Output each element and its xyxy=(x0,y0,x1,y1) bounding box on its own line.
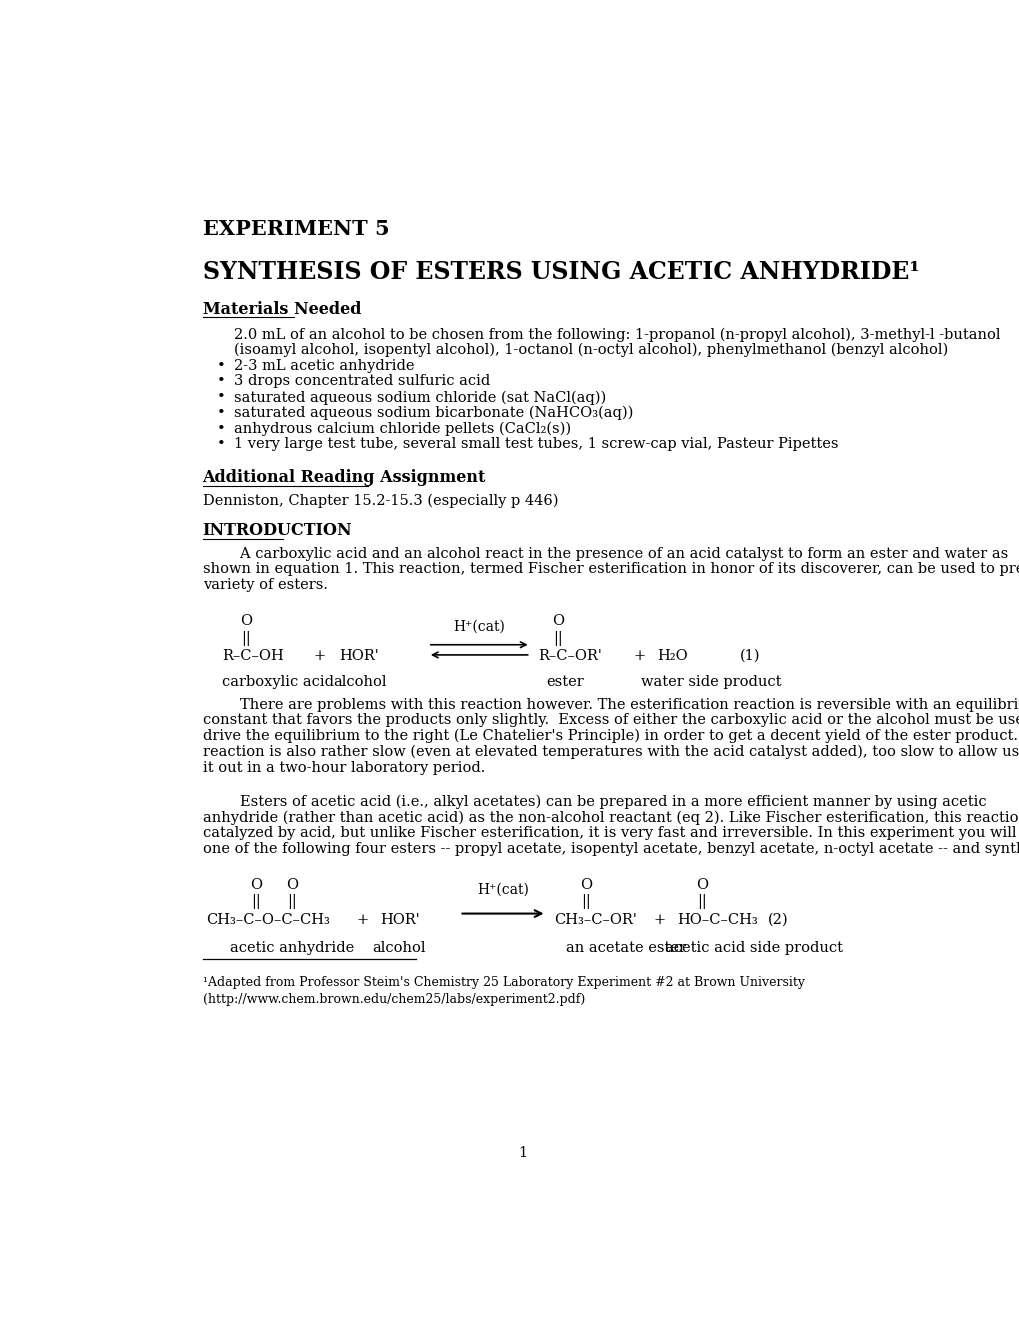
Text: •: • xyxy=(217,405,225,420)
Text: carboxylic acid: carboxylic acid xyxy=(222,676,334,689)
Text: HOR': HOR' xyxy=(380,912,420,927)
Text: anhydride (rather than acetic acid) as the non-alcohol reactant (eq 2). Like Fis: anhydride (rather than acetic acid) as t… xyxy=(203,810,1019,825)
Text: +: + xyxy=(313,649,325,663)
Text: •: • xyxy=(217,375,225,388)
Text: 2-3 mL acetic anhydride: 2-3 mL acetic anhydride xyxy=(234,359,415,372)
Text: saturated aqueous sodium bicarbonate (NaHCO₃(aq)): saturated aqueous sodium bicarbonate (Na… xyxy=(234,405,633,420)
Text: acetic acid side product: acetic acid side product xyxy=(664,941,843,956)
Text: •: • xyxy=(217,437,225,451)
Text: O: O xyxy=(250,878,262,892)
Text: ||: || xyxy=(581,894,590,909)
Text: ||: || xyxy=(286,894,297,909)
Text: O: O xyxy=(239,614,252,628)
Text: 2.0 mL of an alcohol to be chosen from the following: 1-propanol (n-propyl alcoh: 2.0 mL of an alcohol to be chosen from t… xyxy=(234,327,1000,342)
Text: shown in equation 1. This reaction, termed Fischer esterification in honor of it: shown in equation 1. This reaction, term… xyxy=(203,562,1019,577)
Text: CH₃–C–O–C–CH₃: CH₃–C–O–C–CH₃ xyxy=(206,912,330,927)
Text: (1): (1) xyxy=(740,649,760,663)
Text: R–C–OH: R–C–OH xyxy=(222,649,284,663)
Text: There are problems with this reaction however. The esterification reaction is re: There are problems with this reaction ho… xyxy=(203,697,1019,711)
Text: O: O xyxy=(695,878,707,892)
Text: HO–C–CH₃: HO–C–CH₃ xyxy=(677,912,757,927)
Text: water side product: water side product xyxy=(641,676,781,689)
Text: Additional Reading Assignment: Additional Reading Assignment xyxy=(203,470,485,486)
Text: •: • xyxy=(217,359,225,372)
Text: (2): (2) xyxy=(767,912,788,927)
Text: it out in a two-hour laboratory period.: it out in a two-hour laboratory period. xyxy=(203,760,484,775)
Text: ester: ester xyxy=(546,676,584,689)
Text: acetic anhydride: acetic anhydride xyxy=(230,941,355,956)
Text: INTRODUCTION: INTRODUCTION xyxy=(203,523,352,540)
Text: SYNTHESIS OF ESTERS USING ACETIC ANHYDRIDE¹: SYNTHESIS OF ESTERS USING ACETIC ANHYDRI… xyxy=(203,260,918,284)
Text: (http://www.chem.brown.edu/chem25/labs/experiment2.pdf): (http://www.chem.brown.edu/chem25/labs/e… xyxy=(203,993,584,1006)
Text: Esters of acetic acid (i.e., alkyl acetates) can be prepared in a more efficient: Esters of acetic acid (i.e., alkyl aceta… xyxy=(203,795,985,809)
Text: ||: || xyxy=(697,894,706,909)
Text: •: • xyxy=(217,421,225,436)
Text: drive the equilibrium to the right (Le Chatelier's Principle) in order to get a : drive the equilibrium to the right (Le C… xyxy=(203,729,1019,743)
Text: ¹Adapted from Professor Steim's Chemistry 25 Laboratory Experiment #2 at Brown U: ¹Adapted from Professor Steim's Chemistr… xyxy=(203,975,804,989)
Text: H⁺(cat): H⁺(cat) xyxy=(452,619,504,634)
Text: constant that favors the products only slightly.  Excess of either the carboxyli: constant that favors the products only s… xyxy=(203,713,1019,727)
Text: alcohol: alcohol xyxy=(372,941,426,956)
Text: O: O xyxy=(285,878,298,892)
Text: saturated aqueous sodium chloride (sat NaCl(aq)): saturated aqueous sodium chloride (sat N… xyxy=(234,391,606,404)
Text: variety of esters.: variety of esters. xyxy=(203,578,327,593)
Text: one of the following four esters -- propyl acetate, isopentyl acetate, benzyl ac: one of the following four esters -- prop… xyxy=(203,842,1019,855)
Text: +: + xyxy=(357,912,369,927)
Text: ||: || xyxy=(252,894,261,909)
Text: H⁺(cat): H⁺(cat) xyxy=(477,883,529,898)
Text: reaction is also rather slow (even at elevated temperatures with the acid cataly: reaction is also rather slow (even at el… xyxy=(203,744,1019,759)
Text: +: + xyxy=(633,649,645,663)
Text: HOR': HOR' xyxy=(339,649,379,663)
Text: +: + xyxy=(652,912,664,927)
Text: alcohol: alcohol xyxy=(333,676,386,689)
Text: •: • xyxy=(217,391,225,404)
Text: EXPERIMENT 5: EXPERIMENT 5 xyxy=(203,219,389,239)
Text: O: O xyxy=(580,878,591,892)
Text: 1: 1 xyxy=(518,1146,527,1160)
Text: A carboxylic acid and an alcohol react in the presence of an acid catalyst to fo: A carboxylic acid and an alcohol react i… xyxy=(203,546,1007,561)
Text: 3 drops concentrated sulfuric acid: 3 drops concentrated sulfuric acid xyxy=(234,375,490,388)
Text: Denniston, Chapter 15.2-15.3 (especially p 446): Denniston, Chapter 15.2-15.3 (especially… xyxy=(203,494,557,508)
Text: (isoamyl alcohol, isopentyl alcohol), 1-octanol (n-octyl alcohol), phenylmethano: (isoamyl alcohol, isopentyl alcohol), 1-… xyxy=(234,343,948,358)
Text: R–C–OR': R–C–OR' xyxy=(538,649,602,663)
Text: ||: || xyxy=(240,631,251,645)
Text: Materials Needed: Materials Needed xyxy=(203,301,361,318)
Text: 1 very large test tube, several small test tubes, 1 screw-cap vial, Pasteur Pipe: 1 very large test tube, several small te… xyxy=(234,437,838,451)
Text: O: O xyxy=(551,614,564,628)
Text: anhydrous calcium chloride pellets (CaCl₂(s)): anhydrous calcium chloride pellets (CaCl… xyxy=(234,421,571,436)
Text: H₂O: H₂O xyxy=(656,649,687,663)
Text: an acetate ester: an acetate ester xyxy=(566,941,686,956)
Text: ||: || xyxy=(553,631,562,645)
Text: catalyzed by acid, but unlike Fischer esterification, it is very fast and irreve: catalyzed by acid, but unlike Fischer es… xyxy=(203,826,1019,840)
Text: CH₃–C–OR': CH₃–C–OR' xyxy=(554,912,637,927)
